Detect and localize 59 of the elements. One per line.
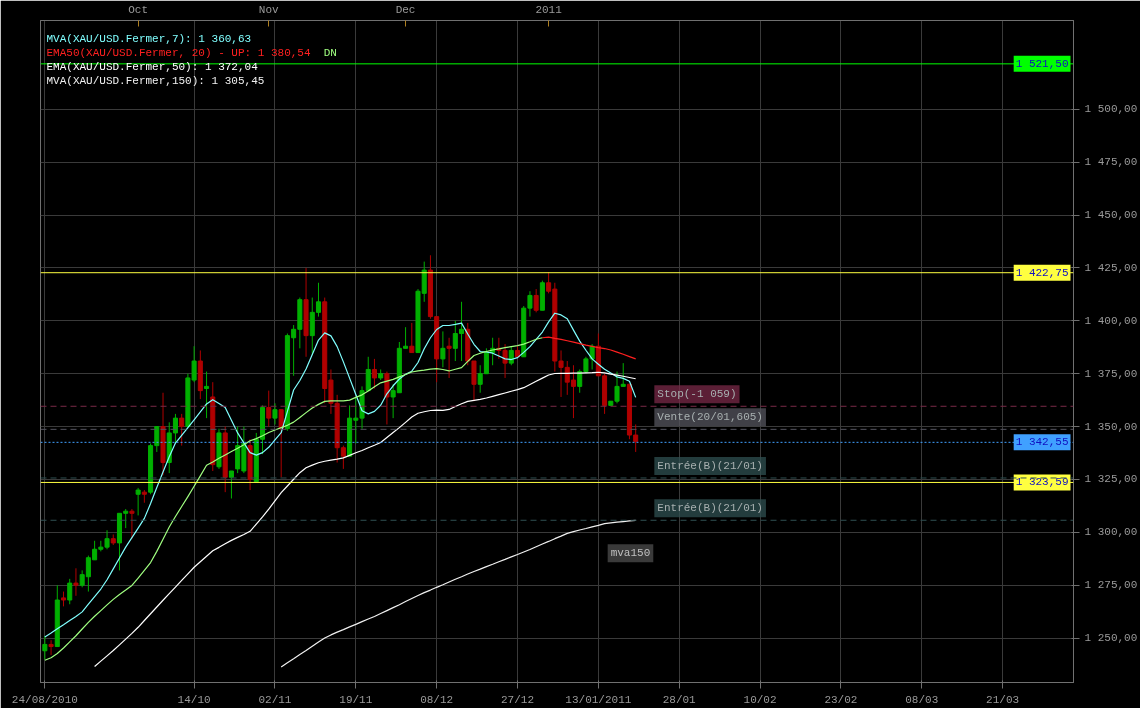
text: MVA(XAU/USD.Fermer,7): 1 360,63 (46, 32, 252, 45)
x-tick-label: 08/03 (905, 693, 939, 706)
text: 2011 (535, 3, 563, 16)
text: Nov (258, 3, 280, 16)
ref-line-label: 1 323,59 (1015, 476, 1069, 489)
candlestick (179, 413, 185, 447)
text: EMA50(XAU/USD.Fermer, 20) - UP: 1 380,54 (46, 46, 311, 59)
candlestick (266, 390, 272, 428)
candlestick (446, 337, 452, 379)
text: MVA(XAU/USD.Fermer,150): 1 305,45 (46, 74, 265, 87)
y-tick-label: 1 500,00 (1084, 103, 1138, 116)
candlestick (371, 358, 377, 390)
y-tick-label: 1 325,00 (1084, 473, 1138, 486)
ref-line-label: Stop(-1 059) (657, 388, 737, 401)
candlestick (73, 567, 79, 597)
x-tick-label: 13/01/2011 (565, 693, 632, 706)
candlestick (42, 635, 48, 660)
x-tick-label: 24/08/2010 (11, 693, 78, 706)
line-series (541, 336, 637, 360)
ref-line-label: Entrée(B)(21/01) (657, 459, 763, 472)
candlestick (228, 470, 234, 499)
ref-line-label: 1 422,75 (1015, 266, 1069, 279)
y-tick-label: 1 375,00 (1084, 367, 1138, 380)
y-tick-label: 1 450,00 (1084, 209, 1138, 222)
y-tick-label: 1 350,00 (1084, 420, 1138, 433)
x-tick-label: 28/01 (662, 693, 697, 706)
x-tick-label: 19/11 (339, 693, 373, 706)
x-tick-label: 21/03 (986, 693, 1020, 706)
ref-line-label: 1 342,55 (1015, 436, 1069, 449)
candlestick (129, 508, 135, 540)
y-tick-label: 1 300,00 (1084, 526, 1138, 539)
text: Dec (395, 3, 416, 16)
ref-line-label: Entrée(B)(21/01) (657, 502, 763, 515)
x-tick-label: 02/11 (258, 693, 292, 706)
candlestick (67, 578, 73, 605)
y-tick-label: 1 250,00 (1084, 632, 1138, 645)
candlestick (135, 487, 141, 516)
ref-line-label: 1 521,50 (1015, 57, 1069, 70)
x-tick-label: 27/12 (501, 693, 535, 706)
line-series (44, 337, 543, 661)
ref-line-label: Vente(20/01,605) (657, 411, 763, 424)
annotation: mva150 (610, 547, 651, 560)
text: EMA(XAU/USD.Fermer,50): 1 372,04 (46, 60, 259, 73)
candlestick (272, 402, 278, 425)
x-tick-label: 14/10 (177, 693, 211, 706)
candlestick (204, 371, 210, 419)
x-tick-label: 08/12 (420, 693, 454, 706)
text: DN (323, 46, 337, 59)
y-tick-label: 1 275,00 (1084, 579, 1138, 592)
y-tick-label: 1 400,00 (1084, 314, 1138, 327)
candlestick (409, 322, 415, 354)
candlestick (533, 288, 539, 313)
candlestick (440, 330, 446, 368)
y-tick-label: 1 425,00 (1084, 261, 1138, 274)
y-tick-label: 1 475,00 (1084, 156, 1138, 169)
x-tick-label: 10/02 (743, 693, 777, 706)
text: Oct (128, 3, 149, 16)
x-tick-label: 23/02 (824, 693, 858, 706)
candlestick (48, 639, 54, 656)
